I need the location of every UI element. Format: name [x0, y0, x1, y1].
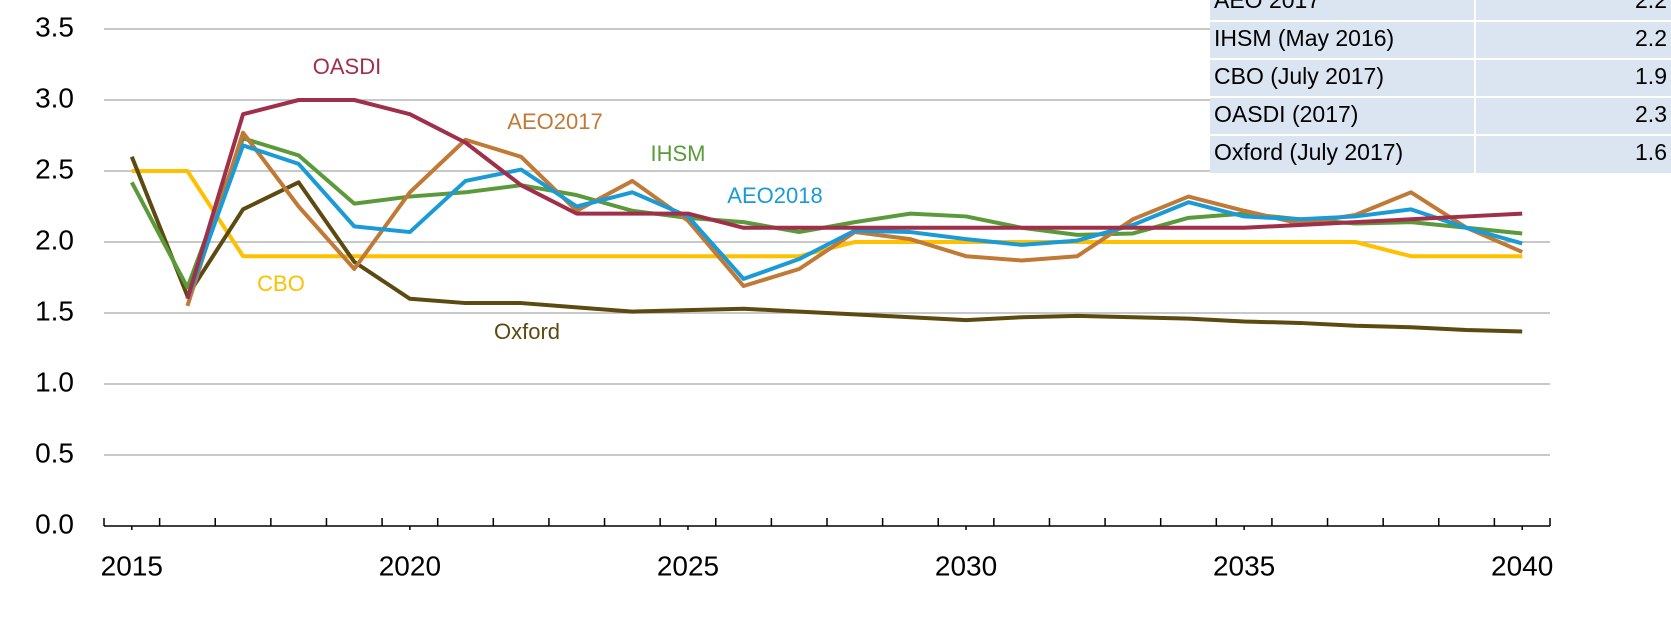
series-label: IHSM: [651, 141, 706, 166]
series-label: Oxford: [494, 319, 560, 344]
table-cell: AEO 2017: [1214, 0, 1320, 13]
table-cell: 1.6: [1635, 139, 1667, 165]
y-tick-label: 3.5: [35, 11, 74, 42]
x-tick-label: 2030: [935, 550, 997, 581]
table-cell: 1.9: [1635, 63, 1667, 89]
x-tick-label: 2015: [101, 550, 163, 581]
table-cell: Oxford (July 2017): [1214, 139, 1403, 165]
x-tick-label: 2035: [1213, 550, 1275, 581]
series-label: OASDI: [313, 54, 381, 79]
series-line: [185, 143, 1523, 300]
series-label: CBO: [257, 271, 305, 296]
series-label: AEO2017: [507, 109, 602, 134]
table-cell: CBO (July 2017): [1214, 63, 1384, 89]
y-tick-label: 1.0: [35, 366, 74, 397]
y-tick-label: 1.5: [35, 295, 74, 326]
y-tick-label: 2.5: [35, 153, 74, 184]
table-cell: IHSM (May 2016): [1214, 25, 1394, 51]
series-label: AEO2018: [727, 183, 822, 208]
y-tick-label: 3.0: [35, 82, 74, 113]
table-cell: 2.2: [1635, 0, 1667, 13]
x-tick-label: 2020: [379, 550, 441, 581]
table-cell: 2.2: [1635, 25, 1667, 51]
y-tick-label: 2.0: [35, 224, 74, 255]
series-line: [185, 98, 1523, 300]
y-tick-label: 0.0: [35, 508, 74, 539]
table-cell: 2.3: [1635, 101, 1667, 127]
x-tick-label: 2040: [1491, 550, 1553, 581]
x-tick-label: 2025: [657, 550, 719, 581]
series-line: [129, 156, 1523, 334]
y-tick-label: 0.5: [35, 437, 74, 468]
table-cell: OASDI (2017): [1214, 101, 1358, 127]
table-bg: [1210, 0, 1671, 173]
